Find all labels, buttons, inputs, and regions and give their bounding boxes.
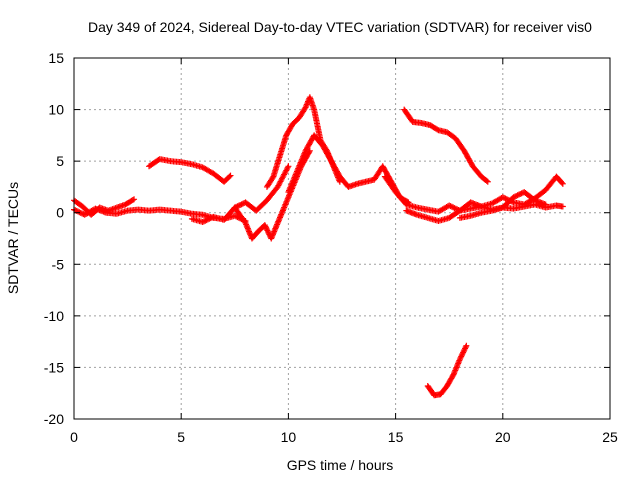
data-point [510,194,517,201]
data-point [451,205,458,212]
data-point [456,356,463,363]
data-point [462,345,469,352]
data-point [460,349,467,356]
data-point [226,173,233,180]
data-markers [71,94,566,399]
chart-title: Day 349 of 2024, Sidereal Day-to-day VTE… [88,19,592,35]
x-tick-label: 0 [70,429,78,445]
data-point [231,212,238,219]
data-point [269,174,276,181]
data-point [205,216,211,223]
data-point [262,223,269,230]
data-point [457,354,464,361]
grid-lines [74,58,610,419]
y-tick-label: 15 [48,50,64,66]
data-point [264,227,271,234]
series-arc-baseline-2 [71,196,138,218]
y-tick-label: -15 [44,359,64,375]
data-point [511,193,518,200]
data-point [514,192,521,199]
data-point [265,228,272,235]
data-point [459,350,466,357]
x-axis-label: GPS time / hours [287,457,394,473]
data-point [462,344,469,351]
data-point [202,217,209,224]
series-arc-noon [285,132,412,206]
data-point [285,163,292,170]
data-point [237,201,244,208]
data-point [499,194,506,201]
y-tick-label: 10 [48,102,64,118]
axis-ticks: 0 5 10 15 20 25 -20 -15 -10 -5 0 5 10 15 [44,50,618,445]
x-tick-label: 10 [281,429,297,445]
data-point [238,201,245,208]
y-tick-label: -10 [44,308,64,324]
data-point [448,203,455,210]
data-point [542,201,549,208]
data-point [129,197,136,204]
data-point [263,224,270,231]
series-arc-late [456,189,549,221]
data-point [75,208,82,215]
series-arc-afternoon-b [403,173,566,224]
series-arc-negative [424,342,470,399]
data-point [284,164,291,171]
data-point [502,195,509,202]
data-point [434,126,441,133]
y-axis-label: SDTVAR / TECUs [5,182,21,294]
data-point [227,172,234,179]
data-point [458,352,465,359]
x-tick-label: 5 [177,429,185,445]
series-arc-evening-high [401,106,491,185]
data-point [559,203,566,210]
data-point [517,191,524,198]
data-point [200,218,207,225]
data-point [559,180,566,187]
data-point [263,226,270,233]
plot-frame [73,57,611,420]
data-point [460,348,467,355]
data-point [450,204,457,211]
y-tick-label: 0 [56,205,64,221]
data-point [203,217,210,224]
x-tick-label: 15 [388,429,404,445]
series-arc-morning [146,156,234,185]
data-point [463,342,470,349]
data-point [558,179,565,186]
data-point [484,178,491,185]
data-point [449,372,456,379]
data-point [131,196,138,203]
data-point [206,215,213,222]
y-tick-label: -5 [52,256,65,272]
y-tick-label: -20 [44,411,64,427]
x-tick-label: 25 [602,429,618,445]
data-point [461,346,468,353]
series-arc-peak [263,94,343,190]
data-point [261,222,268,229]
series-arc-baseline-3 [188,163,292,225]
data-point [446,202,453,209]
data-point [513,192,520,199]
data-point [447,203,454,210]
series-arc-dip [231,147,313,242]
data-point [515,191,522,198]
data-point [501,194,508,201]
data-point [76,209,83,216]
data-point [199,218,206,225]
data-point [207,215,214,222]
x-tick-label: 20 [495,429,511,445]
data-point [458,353,465,360]
y-tick-label: 5 [56,153,64,169]
data-point [235,202,242,209]
data-point [483,177,490,184]
